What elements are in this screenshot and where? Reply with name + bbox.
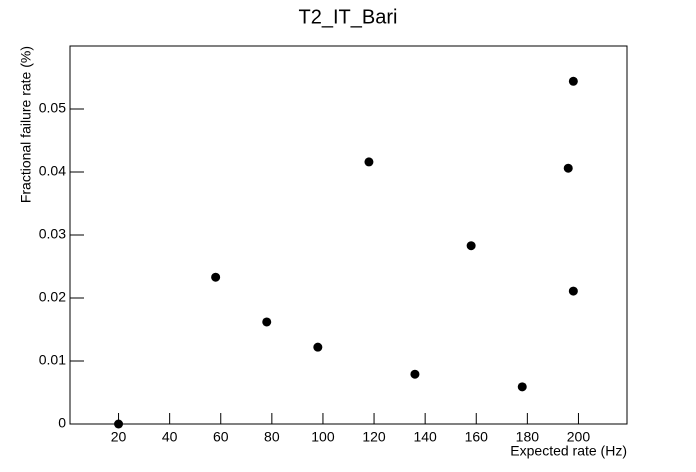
x-tick-label: 120 bbox=[362, 429, 386, 445]
x-tick-label: 80 bbox=[264, 429, 280, 445]
y-axis-label: Fractional failure rate (%) bbox=[18, 46, 34, 203]
x-tick-label: 40 bbox=[162, 429, 178, 445]
point bbox=[364, 157, 374, 167]
point bbox=[313, 342, 323, 352]
y-tick-label: 0.01 bbox=[39, 352, 66, 368]
x-tick-label: 20 bbox=[111, 429, 127, 445]
y-tick-label: 0.05 bbox=[39, 100, 66, 116]
x-tick-label: 160 bbox=[465, 429, 489, 445]
y-tick-label: 0.04 bbox=[39, 163, 66, 179]
point bbox=[211, 272, 221, 282]
x-tick-label: 180 bbox=[516, 429, 540, 445]
chart-title: T2_IT_Bari bbox=[299, 6, 398, 28]
y-tick-label: 0.03 bbox=[39, 226, 66, 242]
point bbox=[466, 241, 476, 251]
point bbox=[517, 382, 527, 392]
x-tick-label: 60 bbox=[213, 429, 229, 445]
x-axis-label: Expected rate (Hz) bbox=[510, 443, 627, 459]
point bbox=[262, 317, 272, 327]
x-tick-label: 100 bbox=[311, 429, 335, 445]
x-tick-label: 140 bbox=[413, 429, 437, 445]
point bbox=[568, 286, 578, 296]
point bbox=[410, 369, 420, 379]
y-tick-label: 0.02 bbox=[39, 289, 66, 305]
point bbox=[568, 76, 578, 86]
point bbox=[563, 163, 573, 173]
y-tick-label: 0 bbox=[58, 415, 66, 431]
x-tick-label: 200 bbox=[567, 429, 591, 445]
point bbox=[114, 419, 124, 429]
